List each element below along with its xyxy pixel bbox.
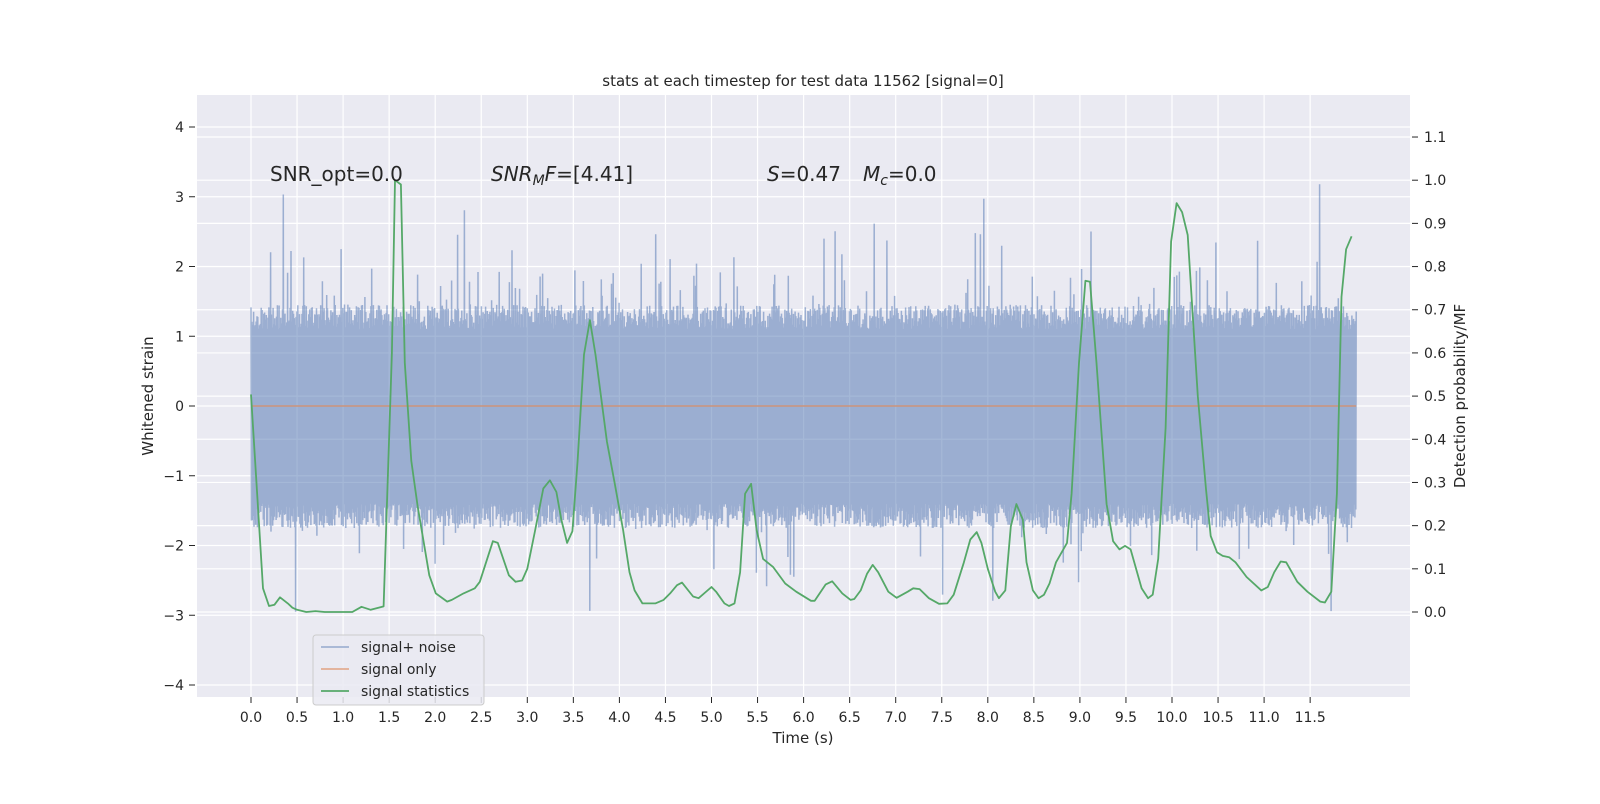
- y-right-tick-label: 0.1: [1424, 562, 1446, 578]
- x-tick-label: 11.5: [1295, 710, 1326, 726]
- x-tick-label: 2.5: [470, 710, 492, 726]
- y-right-tick-label: 0.4: [1424, 432, 1446, 448]
- x-tick-label: 6.0: [792, 710, 814, 726]
- snr-mf-sub: M: [533, 173, 545, 189]
- x-tick-label: 8.5: [1023, 710, 1045, 726]
- y-axis-label: Whitened strain: [139, 336, 157, 455]
- y-tick-label: −4: [163, 678, 184, 694]
- snr-mf-main: SNR: [491, 162, 533, 186]
- annotation-snr-mf: SNRMF=[4.41]: [491, 162, 633, 189]
- x-tick-label: 1.0: [332, 710, 354, 726]
- x-tick-label: 1.5: [378, 710, 400, 726]
- legend-label-noise: signal+ noise: [361, 640, 456, 656]
- x-tick-label: 5.0: [700, 710, 722, 726]
- legend: signal+ noise signal only signal statist…: [313, 635, 484, 705]
- y-tick-label: 2: [175, 260, 184, 276]
- x-axis-label: Time (s): [772, 729, 834, 747]
- x-tick-label: 8.0: [977, 710, 999, 726]
- x-tick-label: 10.0: [1156, 710, 1187, 726]
- x-tick-label: 11.0: [1249, 710, 1280, 726]
- x-tick-label: 10.5: [1202, 710, 1233, 726]
- x-tick-label: 0.0: [240, 710, 262, 726]
- snr-mf-tail: F: [545, 162, 557, 186]
- y-tick-label: −3: [163, 608, 184, 624]
- legend-label-signal: signal only: [361, 662, 436, 678]
- y-right-tick-label: 0.9: [1424, 216, 1446, 232]
- x-tick-label: 6.5: [839, 710, 861, 726]
- y-tick-label: −2: [163, 539, 184, 555]
- x-tick-label: 3.5: [562, 710, 584, 726]
- y-tick-label: 3: [175, 190, 184, 206]
- x-tick-label: 4.5: [654, 710, 676, 726]
- x-tick-label: 3.0: [516, 710, 538, 726]
- annotation-snr-opt: SNR_opt=0.0: [270, 162, 403, 186]
- y-right-tick-label: 0.6: [1424, 346, 1446, 362]
- y-right-tick-label: 0.7: [1424, 303, 1446, 319]
- y-tick-label: 1: [175, 329, 184, 345]
- x-tick-label: 9.5: [1115, 710, 1137, 726]
- y-right-tick-label: 1.1: [1424, 130, 1446, 146]
- x-tick-label: 5.5: [746, 710, 768, 726]
- legend-label-stats: signal statistics: [361, 684, 469, 700]
- x-tick-label: 7.0: [885, 710, 907, 726]
- x-tick-label: 0.5: [286, 710, 308, 726]
- s-value: =0.47: [780, 162, 841, 186]
- snr-mf-value: =[4.41]: [556, 162, 633, 186]
- x-tick-label: 4.0: [608, 710, 630, 726]
- chart-title: stats at each timestep for test data 115…: [602, 72, 1003, 90]
- y-right-tick-label: 0.8: [1424, 260, 1446, 276]
- y-right-tick-label: 0.5: [1424, 389, 1446, 405]
- mc-value: =0.0: [888, 162, 937, 186]
- x-tick-label: 9.0: [1069, 710, 1091, 726]
- x-tick-label: 7.5: [931, 710, 953, 726]
- mc-main: M: [863, 162, 880, 186]
- x-tick-label: 2.0: [424, 710, 446, 726]
- y-right-tick-label: 0.2: [1424, 519, 1446, 535]
- y-tick-label: 4: [175, 120, 184, 136]
- y-tick-label: −1: [163, 469, 184, 485]
- y-right-tick-label: 1.0: [1424, 173, 1446, 189]
- y-right-tick-label: 0.0: [1424, 605, 1446, 621]
- y-axis-right-label: Detection probability/MF: [1451, 304, 1469, 488]
- y-tick-label: 0: [175, 399, 184, 415]
- y-right-tick-label: 0.3: [1424, 475, 1446, 491]
- s-main: S: [767, 162, 780, 186]
